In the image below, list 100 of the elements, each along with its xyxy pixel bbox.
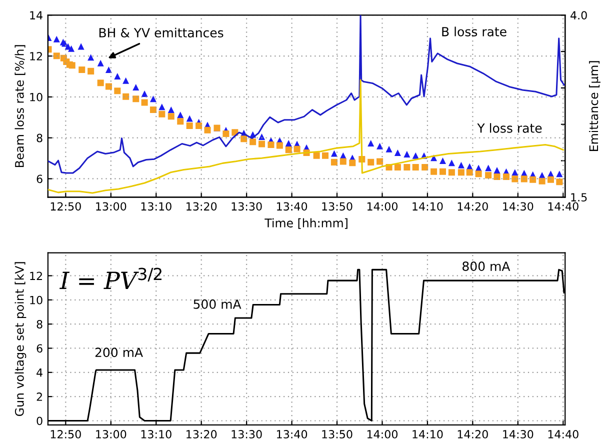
point — [88, 68, 94, 74]
point — [349, 160, 356, 166]
point — [368, 140, 374, 147]
point — [368, 158, 374, 166]
point — [105, 66, 112, 73]
point — [394, 149, 401, 156]
x-tick-label: 13:40 — [277, 202, 308, 211]
point — [132, 96, 140, 102]
point — [78, 43, 84, 50]
point — [466, 169, 473, 176]
point — [258, 140, 266, 148]
point — [340, 158, 346, 165]
y-tick-label: 0 — [36, 416, 42, 426]
x-tick-label: 12:50 — [50, 202, 81, 211]
point — [196, 122, 202, 130]
point — [97, 80, 104, 86]
point — [412, 164, 419, 171]
x-tick-label: 13:50 — [322, 430, 352, 438]
x-axis-title: Time [hh:mm] — [264, 218, 348, 229]
x-tick-label: 14:30 — [503, 430, 534, 438]
point — [177, 112, 184, 118]
x-tick-label: 13:10 — [141, 202, 172, 211]
y-tick-label: 12 — [30, 52, 42, 60]
point — [186, 115, 193, 122]
point — [122, 93, 130, 100]
point — [141, 90, 148, 98]
point — [114, 73, 121, 80]
point — [458, 162, 464, 168]
point — [404, 164, 410, 171]
point — [502, 173, 510, 180]
point — [530, 176, 536, 183]
point — [150, 106, 156, 114]
x-tick-label: 14:20 — [458, 202, 488, 211]
y-tick-label: 6 — [36, 174, 42, 184]
point — [512, 176, 518, 182]
annotation: B loss rate — [442, 26, 506, 36]
point — [439, 168, 446, 175]
y-tick-label: 12 — [30, 272, 42, 280]
annotation: I = PV$^{3/2}$ — [59, 268, 162, 289]
y-tick-label: 8 — [36, 134, 42, 142]
point — [448, 169, 455, 176]
y-axis-title: Gun voltage set point [kV] — [14, 262, 26, 416]
point — [132, 84, 140, 90]
x-tick-label: 14:10 — [412, 202, 443, 211]
point — [386, 146, 392, 152]
x-tick-label: 14:40 — [548, 202, 578, 211]
point — [276, 142, 283, 149]
point — [158, 110, 166, 118]
y-tick-label: 6 — [36, 344, 42, 353]
point — [556, 178, 563, 186]
x-tick-label: 14:00 — [367, 430, 398, 438]
point — [485, 172, 492, 179]
point — [168, 106, 174, 114]
y-tick-label: 10 — [30, 92, 42, 102]
point — [547, 176, 554, 183]
point — [141, 99, 148, 106]
point — [538, 178, 546, 184]
point — [168, 113, 174, 120]
point — [268, 141, 274, 148]
point — [556, 170, 563, 178]
point — [88, 54, 94, 61]
point — [458, 169, 464, 176]
annotation: 800 mA — [462, 262, 510, 272]
point — [430, 168, 438, 175]
point — [376, 158, 384, 165]
point — [258, 133, 266, 140]
point — [322, 152, 329, 159]
point — [68, 45, 75, 52]
annotation: BH & YV emittances — [99, 28, 224, 38]
point — [186, 122, 193, 130]
point — [177, 118, 184, 125]
point — [150, 96, 156, 102]
point — [330, 158, 338, 166]
point — [330, 150, 338, 157]
point — [204, 126, 211, 134]
point — [122, 77, 130, 84]
point — [240, 136, 248, 142]
x-tick-label: 14:30 — [503, 202, 534, 211]
point — [475, 170, 482, 178]
point — [448, 160, 455, 166]
point — [404, 150, 410, 158]
point — [78, 66, 86, 73]
point — [494, 173, 500, 180]
line-series — [48, 79, 564, 194]
x-tick-label: 14:40 — [548, 430, 578, 438]
point — [422, 164, 428, 171]
x-tick-label: 13:00 — [96, 430, 126, 438]
annotation: 500 mA — [194, 299, 242, 309]
point — [53, 52, 60, 60]
x-tick-label: 12:50 — [50, 430, 81, 438]
point — [285, 146, 292, 154]
y-tick-label: 8 — [36, 320, 42, 328]
point — [114, 88, 121, 94]
y-tick-label: 2 — [36, 392, 42, 401]
point — [222, 130, 230, 138]
x-tick-label: 13:20 — [186, 202, 217, 211]
point — [412, 152, 419, 159]
annotation: 200 mA — [95, 348, 143, 358]
x-tick-label: 13:20 — [186, 430, 217, 438]
y2-axis-title: Emittance [μm] — [589, 61, 600, 151]
